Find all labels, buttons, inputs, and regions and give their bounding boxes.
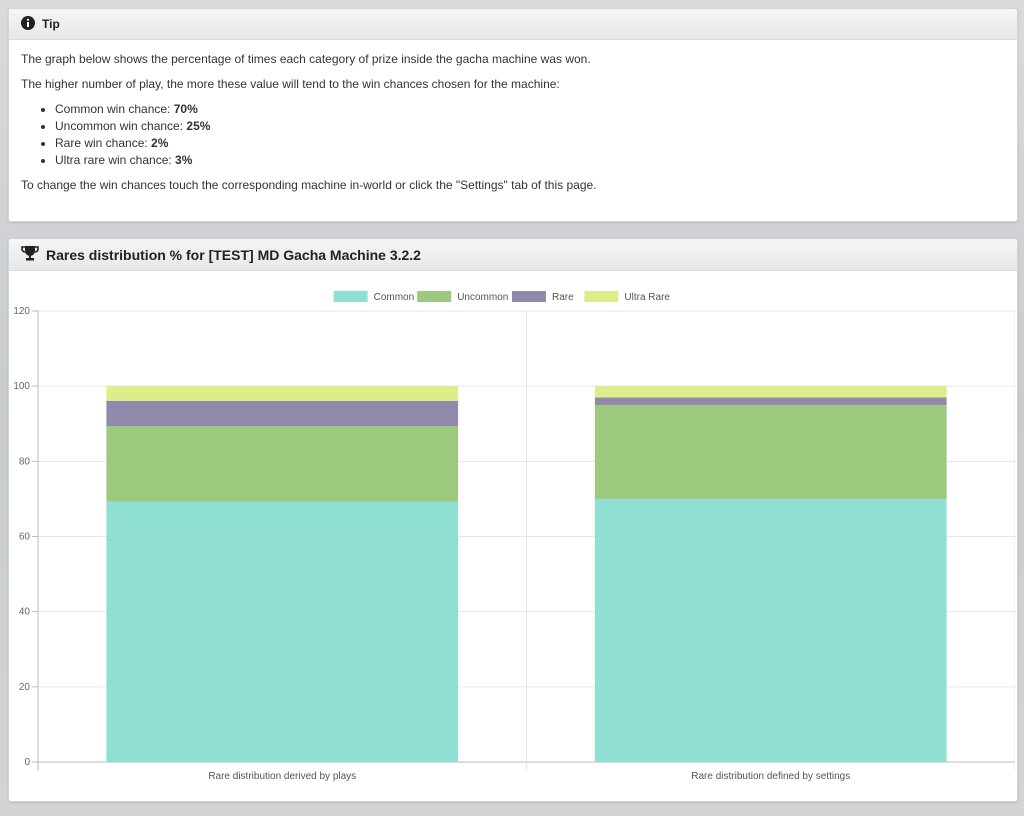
y-tick-label: 40 [19,607,31,618]
win-chance-value: 70% [173,102,198,116]
win-chance-list: Common win chance: 70% Uncommon win chan… [21,102,1005,168]
x-tick-label: Rare distribution derived by plays [208,771,356,782]
bar-segment [106,501,459,762]
trophy-icon [21,245,39,264]
legend-swatch [584,291,619,302]
y-tick-label: 20 [19,682,31,693]
y-tick-label: 0 [24,757,30,768]
legend-label: Ultra Rare [624,292,670,303]
tip-heading: Tip [9,9,1017,40]
tip-line-1: The graph below shows the percentage of … [21,52,591,66]
bar-segment [594,404,947,499]
chart-panel: Rares distribution % for [TEST] MD Gacha… [8,238,1018,802]
legend-label: Common [374,292,415,303]
legend-label: Rare [552,292,574,303]
chart-title: Rares distribution % for [TEST] MD Gacha… [46,246,421,263]
y-tick-label: 120 [13,306,30,317]
bar-segment [106,386,459,401]
win-chance-item: Ultra rare win chance: 3% [55,153,1005,168]
tip-line-2: The higher number of play, the more thes… [21,77,560,91]
info-icon [21,15,35,33]
win-chance-item: Uncommon win chance: 25% [55,119,1005,134]
win-chance-value: 25% [186,119,211,133]
win-chance-item: Common win chance: 70% [55,102,1005,117]
y-tick-label: 60 [19,532,31,543]
legend-swatch [333,291,368,302]
bar-segment [594,397,947,405]
win-chance-item: Rare win chance: 2% [55,136,1005,151]
win-chance-value: 3% [175,153,193,167]
y-tick-label: 100 [13,381,30,392]
win-chance-value: 2% [151,136,169,150]
legend-swatch [417,291,452,302]
tip-panel: Tip The graph below shows the percentage… [8,8,1018,222]
bar-segment [106,400,459,427]
bar-segment [594,386,947,398]
legend-label: Uncommon [457,292,508,303]
x-tick-label: Rare distribution defined by settings [691,771,850,782]
bar-segment [594,498,947,762]
tip-line-3: To change the win chances touch the corr… [21,178,597,192]
stacked-bar-chart: 0 20 40 60 80 100 120 Rare distribution derived… [13,291,1015,782]
bar-segment [106,426,459,502]
legend-swatch [512,291,546,302]
tip-title: Tip [42,17,60,31]
chart-heading: Rares distribution % for [TEST] MD Gacha… [9,239,1017,271]
y-tick-label: 80 [19,456,31,467]
